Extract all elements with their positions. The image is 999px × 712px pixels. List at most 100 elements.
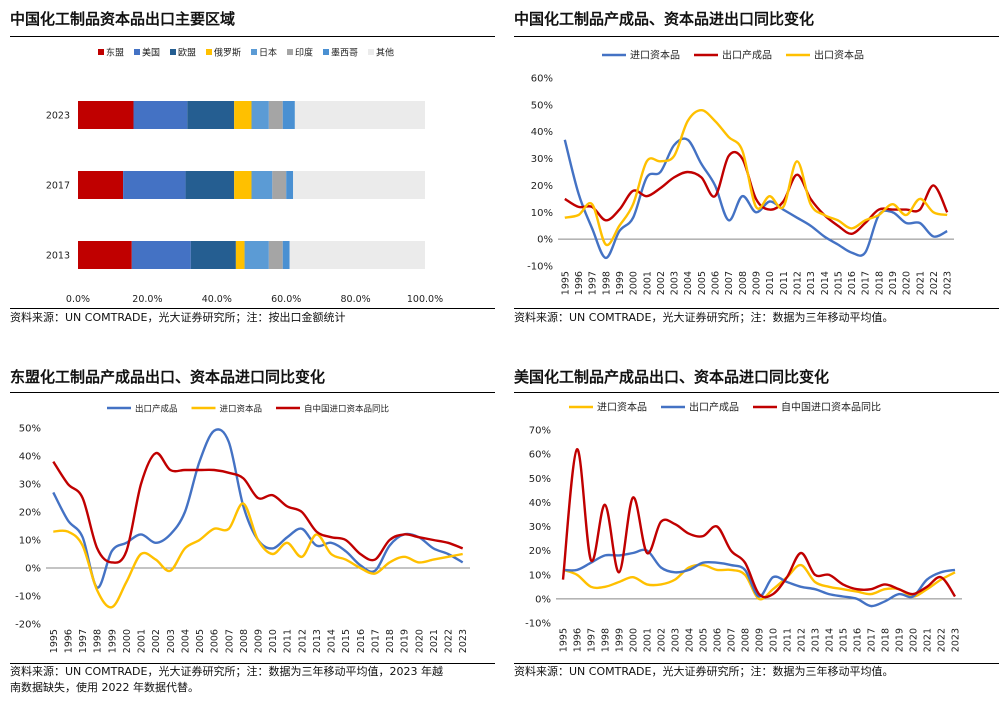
x-tick-label: 2020 [909,628,920,652]
series-line [53,502,463,609]
x-tick-label: 1997 [587,628,598,652]
legend-label: 俄罗斯 [214,47,241,59]
x-tick-label: 2001 [643,628,654,652]
line-chart: 进口资本品 出口产成品 自中国进口资本品同比 -10% 0% 10% 20% 30% 40% 50… [525,401,962,652]
x-tick-label: 2007 [224,629,235,653]
x-tick-label: 1995 [559,628,570,652]
y-tick-label: 0% [537,235,553,246]
x-tick-label: 2019 [400,629,411,653]
x-tick-label: 2018 [385,629,396,653]
y-tick-label: 70% [529,426,551,437]
x-tick-label: 1999 [615,271,626,295]
legend-label: 印度 [295,47,313,59]
x-tick-label: 1996 [574,271,585,295]
title-rule [514,36,999,37]
x-tick-label: 2007 [727,628,738,652]
y-tick-label: 30% [19,480,41,491]
x-tick-label: 2021 [915,271,926,295]
legend-label: 进口资本品 [597,401,647,414]
series-line [52,451,464,564]
x-tick-label: 2002 [657,628,668,652]
x-tick-label: 2020 [414,629,425,653]
x-tick-label: 2011 [779,271,790,295]
bar-segment [131,241,191,269]
x-tick-label: 2012 [797,628,808,652]
x-tick-label: 2004 [683,271,694,295]
x-tick-label: 2010 [765,271,776,295]
x-tick-label: 1995 [560,271,571,295]
x-tick-label: 100.0% [407,294,443,305]
x-tick-label: 1999 [615,628,626,652]
x-tick-label: 1997 [588,271,599,295]
y-tick-label: 60% [529,450,551,461]
source-rule [10,308,495,309]
legend-swatch [323,49,329,55]
x-tick-label: 40.0% [202,294,232,305]
legend-swatch [98,49,104,55]
x-tick-label: 2007 [724,271,735,295]
x-tick-label: 2008 [741,628,752,652]
x-tick-label: 1997 [78,629,89,653]
legend-label: 日本 [259,47,277,59]
stacked-bar-chart: 东盟 美国 欧盟 俄罗斯 日本 印度 墨西哥 其他 2023 2017 2013 0.0% 20.0% 4… [46,47,443,306]
series-line [564,109,948,247]
line-chart: 进口资本品 出口产成品 出口资本品 -10% 0% 10% 20% 30% 40% 50% 60% 1… [527,49,954,295]
panel-export-regions: 中国化工制品资本品出口主要区域 东盟 美国 欧盟 俄罗斯 日本 印度 墨西哥 其他 2023 20… [10,8,495,328]
panel-title: 美国化工制品产成品出口、资本品进口同比变化 [514,368,830,386]
x-tick-label: 2015 [833,271,844,295]
legend-label: 其他 [376,47,394,59]
legend-swatch [368,49,374,55]
series-line [562,563,956,601]
bar-segment [289,241,425,269]
bar-segment [282,241,290,269]
bar-segment [78,171,124,199]
x-tick-label: 2009 [752,271,763,295]
y-tick-label: 30% [529,522,551,533]
panel-title: 中国化工制品资本品出口主要区域 [10,10,236,28]
y-tick-label: -10% [527,262,553,273]
x-tick-label: 2021 [923,628,934,652]
x-tick-label: 2015 [341,629,352,653]
x-tick-label: 20.0% [132,294,162,305]
x-tick-label: 2006 [713,628,724,652]
y-tick-label: 10% [529,570,551,581]
y-tick-label: 50% [19,424,41,435]
y-tick-label: 30% [531,154,553,165]
x-tick-label: 2017 [861,271,872,295]
y-tick-label: 50% [529,474,551,485]
title-rule [10,36,495,37]
x-tick-label: 2010 [268,629,279,653]
bar-segment [235,241,245,269]
source-note: 资料来源：UN COMTRADE，光大证券研究所；注：按出口金额统计 [10,311,346,324]
legend-label: 欧盟 [178,47,196,59]
panel-china-yoy: 中国化工制品产成品、资本品进出口同比变化 进口资本品 出口产成品 出口资本品 -10%… [514,8,999,328]
x-tick-label: 2009 [755,628,766,652]
source-note-line-1: 资料来源：UN COMTRADE，光大证券研究所；注：数据为三年移动平均值，20… [10,665,443,678]
x-tick-label: 2014 [825,628,836,652]
y-tick-label: -10% [15,592,41,603]
legend-swatch [134,49,140,55]
category-label: 2023 [46,111,70,122]
x-tick-label: 1996 [63,629,74,653]
x-tick-label: 1999 [107,629,118,653]
x-tick-label: 2004 [685,628,696,652]
bar-segment [190,241,236,269]
x-tick-label: 2000 [629,271,640,295]
source-rule [10,663,495,664]
panel-asean-yoy: 东盟化工制品产成品出口、资本品进口同比变化 出口产成品 进口资本品 自中国进口资本品… [10,366,495,706]
y-tick-label: 50% [531,100,553,111]
y-tick-label: 20% [529,546,551,557]
y-tick-label: 40% [529,498,551,509]
x-tick-label: 1998 [601,271,612,295]
x-tick-label: 2008 [738,271,749,295]
series-line [561,448,957,599]
bar-segment [293,171,425,199]
x-tick-label: 2016 [847,271,858,295]
x-tick-label: 2021 [429,629,440,653]
y-tick-label: 60% [531,74,553,85]
x-tick-label: 2022 [444,629,455,653]
y-tick-label: 20% [19,508,41,519]
x-tick-label: 2000 [629,628,640,652]
series-line [52,428,464,589]
x-tick-label: 1995 [49,629,60,653]
